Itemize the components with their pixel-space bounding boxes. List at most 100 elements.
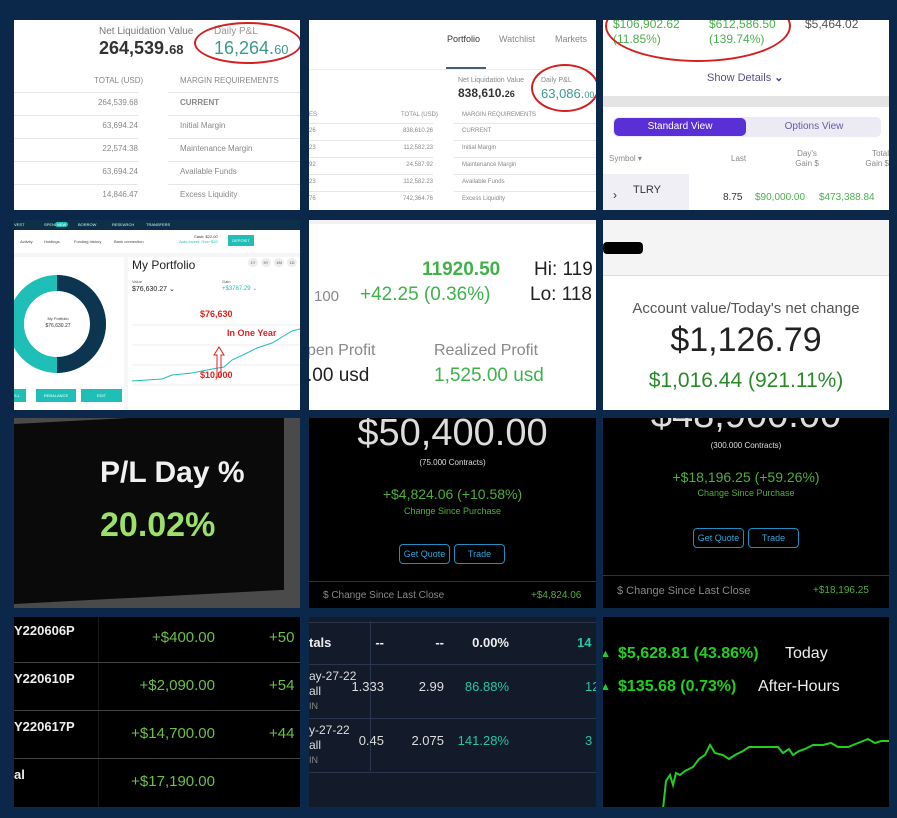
- totals-c: 0.00%: [472, 635, 509, 650]
- value-label: Value: [132, 279, 142, 284]
- total-cell: 742,364.76: [402, 196, 433, 202]
- up-triangle-icon: ▲: [603, 681, 611, 693]
- nlv-value: 264,539.68: [99, 38, 184, 58]
- robinhood-performance-panel: ▲ $5,628.81 (43.86%) Today ▲ $135.68 (0.…: [603, 617, 889, 807]
- row-divider: [454, 140, 596, 141]
- value-dropdown[interactable]: $76,630.27 ⌄: [132, 286, 175, 293]
- row-divider: [309, 157, 433, 158]
- subnav-item[interactable]: Funding history: [74, 239, 102, 244]
- account-value: $1,126.79: [670, 321, 822, 359]
- last-close-label: $ Change Since Last Close: [323, 590, 445, 601]
- after-hours-change: $135.68 (0.73%): [618, 678, 737, 695]
- range-button[interactable]: 5Y: [261, 258, 271, 267]
- divider: [309, 581, 596, 582]
- total-cell: 14,846.47: [102, 190, 138, 199]
- pl-cell-2: +44: [269, 725, 295, 742]
- last-price: 8.75: [723, 192, 743, 203]
- deposit-button[interactable]: DEPOSIT: [228, 235, 254, 246]
- col-total-gain[interactable]: Total Gain $: [865, 149, 889, 168]
- portfolio-series: [132, 328, 300, 382]
- col-last[interactable]: Last: [731, 154, 747, 163]
- options-view-button[interactable]: Options View: [784, 121, 844, 132]
- nav-transfers[interactable]: TRANSFERS: [146, 222, 171, 227]
- margin-label: Excess Liquidity: [180, 190, 238, 199]
- last-price: 11920.50: [422, 259, 501, 280]
- total-cell: 838,610.26: [402, 128, 433, 134]
- nav-invest[interactable]: INVEST: [14, 222, 25, 227]
- rebalance-button[interactable]: REBALANCE: [36, 389, 76, 402]
- gain-dropdown[interactable]: +$3787.29 ⌄: [222, 286, 258, 292]
- cell-b: 2.99: [418, 679, 444, 694]
- contract-l2: all: [309, 738, 322, 752]
- margin-label: CURRENT: [462, 128, 492, 134]
- open-profit-label: pen Profit: [309, 342, 376, 359]
- nav-research[interactable]: RESEARCH: [112, 222, 135, 227]
- divider: [309, 69, 596, 70]
- margin-label: Initial Margin: [180, 121, 226, 130]
- left-header: ES: [309, 112, 318, 118]
- value-3: $5,464.02: [805, 20, 859, 31]
- left-cell: 23: [309, 179, 316, 185]
- nav-borrow[interactable]: BORROW: [78, 222, 97, 227]
- contract-cell: y-27-22 all IN: [309, 723, 350, 768]
- tab-markets[interactable]: Markets: [555, 34, 588, 44]
- col-symbol[interactable]: Symbol ▾: [609, 154, 642, 163]
- price-change: +42.25 (0.36%): [360, 284, 491, 305]
- pl-cell: +$14,700.00: [131, 725, 215, 742]
- subnav-item[interactable]: Activity: [20, 239, 33, 244]
- left-cell: 23: [309, 145, 316, 151]
- get-quote-button[interactable]: Get Quote: [399, 544, 450, 564]
- trade-button[interactable]: Trade: [454, 544, 505, 564]
- contract-l2: all: [309, 684, 322, 698]
- row-divider: [14, 115, 138, 116]
- up-triangle-icon: ▲: [603, 648, 611, 660]
- margin-label: Initial Margin: [462, 145, 497, 151]
- range-button[interactable]: 1D: [287, 258, 297, 267]
- red-highlight-circle: [531, 64, 596, 112]
- symbol-cell: Y220606P: [14, 623, 75, 638]
- tab-portfolio[interactable]: Portfolio: [447, 34, 481, 44]
- cell-d: 12: [585, 679, 596, 694]
- get-quote-button[interactable]: Get Quote: [693, 528, 744, 548]
- sell-button[interactable]: SELL: [14, 389, 26, 402]
- range-button[interactable]: 1M: [274, 258, 284, 267]
- col-day-gain[interactable]: Day's Gain $: [795, 149, 819, 168]
- totals-b: --: [435, 635, 444, 650]
- subnav-item[interactable]: Holdings: [44, 239, 60, 244]
- row-divider: [309, 174, 433, 175]
- edit-button[interactable]: EDIT: [81, 389, 122, 402]
- symbol-cell[interactable]: [603, 174, 689, 210]
- row-divider: [309, 191, 433, 192]
- column-divider: [370, 621, 371, 771]
- row-divider: [309, 772, 596, 773]
- margin-header: MARGIN REQUIREMENTS: [180, 76, 279, 85]
- position-panel-2: $48,900.00 (300.000 Contracts) +$18,196.…: [603, 418, 889, 608]
- margin-label: Available Funds: [462, 179, 505, 185]
- symbol-cell: Y220610P: [14, 671, 75, 686]
- top-bar: [309, 220, 596, 224]
- show-details-button[interactable]: Show Details ⌄: [707, 72, 784, 84]
- nav-spend[interactable]: SPEND: [44, 222, 58, 227]
- totals-a: --: [375, 635, 384, 650]
- trade-button[interactable]: Trade: [748, 528, 799, 548]
- change-since-purchase-label: Change Since Purchase: [403, 506, 502, 516]
- row-divider: [14, 710, 300, 711]
- m1-portfolio-panel: INVEST SPEND BORROW RESEARCH TRANSFERS NEW Ac…: [14, 220, 300, 410]
- symbol-cell: Y220617P: [14, 719, 75, 734]
- left-cell: 76: [309, 196, 316, 202]
- cell-d: 3: [585, 733, 593, 748]
- chevron-right-icon[interactable]: ›: [613, 188, 617, 202]
- tab-watchlist[interactable]: Watchlist: [499, 34, 536, 44]
- subnav-item[interactable]: Bank connection: [114, 239, 144, 244]
- donut-label: My Portfolio: [47, 316, 69, 321]
- intraday-series: [662, 737, 889, 807]
- total-cell: 264,539.68: [97, 98, 138, 107]
- totals-label: tals: [309, 635, 332, 650]
- cell-a: 0.45: [358, 733, 384, 748]
- low-price: Lo: 118: [530, 284, 592, 305]
- account-value-panel: Account value/Today's net change $1,126.…: [603, 220, 889, 410]
- range-button[interactable]: 1Y: [248, 258, 258, 267]
- pl-cell: +$400.00: [152, 629, 215, 646]
- standard-view-button[interactable]: Standard View: [614, 118, 746, 136]
- total-header: TOTAL (USD): [401, 112, 438, 118]
